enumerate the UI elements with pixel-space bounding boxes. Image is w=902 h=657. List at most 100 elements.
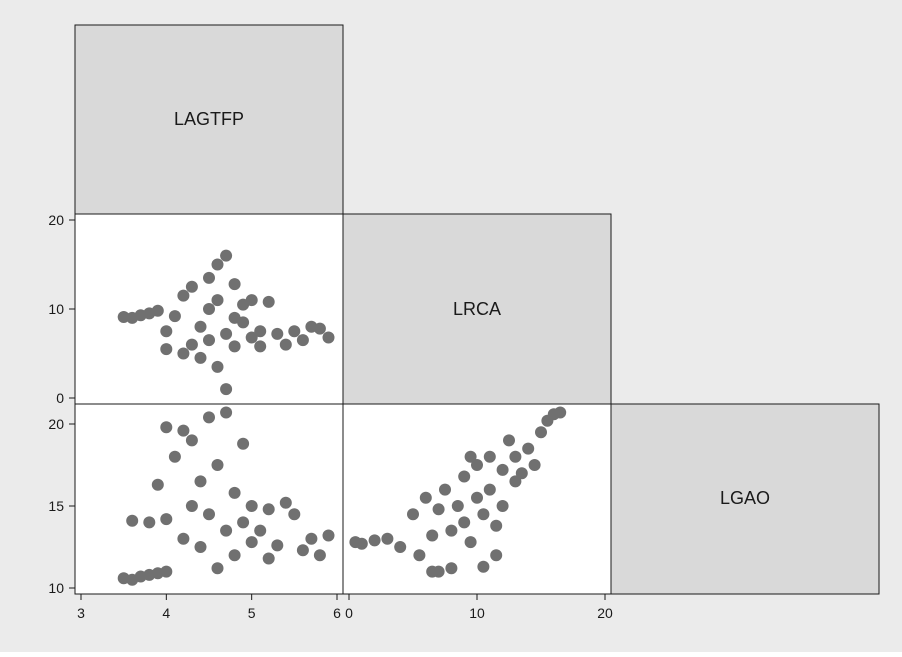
scatter-point-panel0-12 <box>194 320 207 333</box>
x-tick-label-lagtfp-4: 4 <box>162 605 170 621</box>
scatter-point-panel2-2 <box>368 534 381 547</box>
scatter-point-panel0-15 <box>203 271 215 284</box>
scatter-point-panel0-26 <box>237 316 250 329</box>
scatter-point-panel2-13 <box>445 562 458 575</box>
scatter-point-panel2-6 <box>413 549 426 562</box>
scatter-point-panel1-28 <box>245 500 258 512</box>
y-tick-label-lrca-20: 20 <box>48 212 64 228</box>
scatter-point-panel0-6 <box>160 343 173 356</box>
label-box-lrca <box>342 213 612 405</box>
scatter-point-panel1-36 <box>305 532 318 545</box>
scatter-point-panel0-24 <box>228 340 241 353</box>
x-tick-label-lrca-0: 0 <box>345 605 353 621</box>
scatter-point-panel1-20 <box>211 562 224 575</box>
scatter-point-panel2-39 <box>464 450 477 463</box>
scatter-point-panel1-8 <box>151 478 164 491</box>
scatter-point-panel0-38 <box>313 322 326 335</box>
scatter-point-panel0-32 <box>262 295 275 308</box>
scatter-point-panel0-5 <box>160 325 173 338</box>
scatter-point-panel1-9 <box>160 513 173 526</box>
scatter-point-panel1-17 <box>194 541 207 553</box>
scatter-point-panel0-39 <box>322 331 335 344</box>
scatter-point-panel2-3 <box>381 532 394 545</box>
scatter-point-panel2-31 <box>522 442 535 455</box>
scatter-point-panel0-33 <box>271 327 284 340</box>
scatter-point-panel1-14 <box>185 500 198 512</box>
scatter-point-panel2-18 <box>471 491 483 504</box>
panel-lagtfp-lgao <box>74 403 344 595</box>
scatter-point-panel2-28 <box>509 475 522 488</box>
scatter-point-panel0-29 <box>245 294 258 307</box>
scatter-point-panel1-13 <box>177 532 190 545</box>
scatter-point-panel0-9 <box>177 289 190 302</box>
scatter-point-panel2-24 <box>490 519 503 532</box>
scatter-point-panel0-18 <box>211 360 224 373</box>
scatter-point-panel1-25 <box>228 549 241 562</box>
scatter-point-panel1-33 <box>279 496 292 509</box>
scatter-point-panel2-12 <box>445 524 458 537</box>
scatter-point-panel1-5 <box>160 565 173 578</box>
label-box-lgao <box>610 403 880 595</box>
scatter-point-panel2-8 <box>426 529 439 542</box>
scatter-point-panel2-22 <box>483 450 496 463</box>
var-label-lgao: LGAO <box>720 488 770 508</box>
scatter-point-panel0-20 <box>220 249 233 262</box>
y-tick-label-lrca-10: 10 <box>48 301 64 317</box>
scatter-point-panel0-11 <box>185 280 198 293</box>
scatter-point-panel0-7 <box>168 310 181 323</box>
scatter-point-panel1-16 <box>194 475 207 488</box>
scatter-point-panel2-7 <box>419 491 432 504</box>
scatter-point-panel1-39 <box>262 552 275 565</box>
label-box-lagtfp <box>74 24 344 215</box>
scatter-point-panel0-14 <box>203 303 215 315</box>
scatter-point-panel1-23 <box>220 524 233 537</box>
scatter-point-panel2-33 <box>535 426 547 439</box>
scatter-point-panel0-8 <box>177 347 190 360</box>
scatter-point-panel1-32 <box>271 539 284 552</box>
scatter-point-panel0-19 <box>211 294 224 307</box>
scatter-point-panel1-7 <box>143 516 156 529</box>
scatter-point-panel0-16 <box>203 334 215 347</box>
scatter-point-panel1-15 <box>185 434 198 447</box>
scatter-point-panel1-34 <box>288 508 301 521</box>
x-tick-label-lagtfp-3: 3 <box>77 605 85 621</box>
scatter-point-panel2-23 <box>483 483 496 496</box>
scatter-point-panel0-28 <box>245 331 258 344</box>
scatter-point-panel1-22 <box>220 406 233 419</box>
scatter-point-panel2-11 <box>439 483 451 496</box>
scatter-point-panel1-21 <box>211 459 224 471</box>
scatter-point-panel1-31 <box>262 503 275 516</box>
scatter-point-panel2-30 <box>515 467 528 480</box>
scatter-point-panel1-27 <box>237 516 250 529</box>
scatter-point-panel0-31 <box>254 340 267 353</box>
var-label-lagtfp: LAGTFP <box>174 109 244 129</box>
scatter-point-panel0-36 <box>296 334 309 347</box>
y-tick-label-lgao-15: 15 <box>48 498 64 514</box>
scatter-points-layer <box>117 249 567 586</box>
scatter-point-panel2-21 <box>477 560 490 573</box>
scatter-point-panel2-14 <box>451 500 464 512</box>
scatter-point-panel2-17 <box>464 536 477 549</box>
scatter-point-panel2-4 <box>394 541 407 553</box>
scatter-point-panel1-11 <box>168 450 181 463</box>
x-tick-label-lagtfp-6: 6 <box>333 605 341 621</box>
scatter-point-panel1-29 <box>245 536 258 549</box>
var-label-lrca: LRCA <box>453 299 501 319</box>
scatter-point-panel0-23 <box>228 278 241 291</box>
scatter-point-panel2-27 <box>503 434 515 447</box>
scatter-point-panel0-13 <box>194 351 207 364</box>
x-tick-label-lagtfp-5: 5 <box>248 605 256 621</box>
y-tick-label-lrca-0: 0 <box>56 390 64 406</box>
scatter-point-panel1-24 <box>228 486 241 499</box>
scatter-point-panel2-29 <box>509 450 522 463</box>
y-tick-label-lgao-20: 20 <box>48 416 64 432</box>
scatter-point-panel2-37 <box>426 565 439 578</box>
x-tick-label-lrca-20: 20 <box>597 605 613 621</box>
scatter-point-panel2-32 <box>528 459 541 471</box>
scatter-point-panel0-17 <box>211 258 224 271</box>
y-tick-label-lgao-10: 10 <box>48 580 64 596</box>
scatter-point-panel2-38 <box>490 549 503 562</box>
